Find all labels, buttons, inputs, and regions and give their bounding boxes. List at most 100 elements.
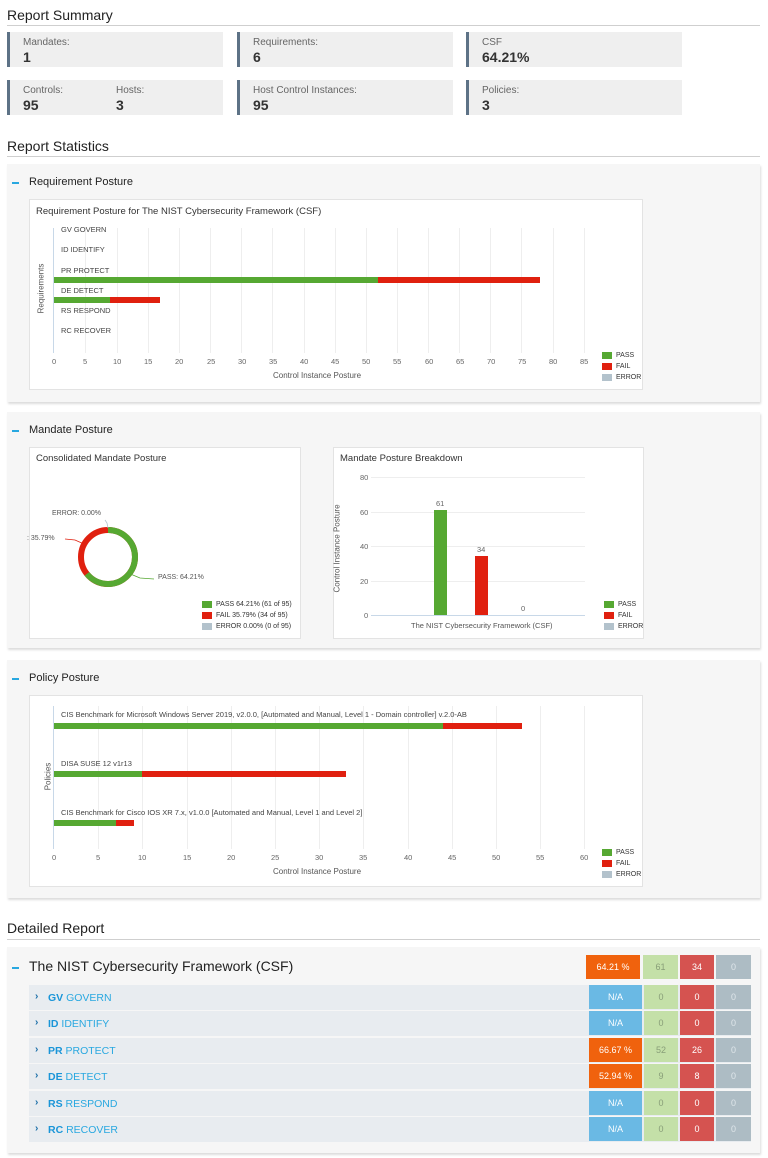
report-summary-heading: Report Summary: [7, 7, 113, 23]
category-label: GV GOVERN: [61, 225, 107, 234]
bar-policy-2-fail[interactable]: [142, 771, 346, 777]
consolidated-mandate-chart: Consolidated Mandate Posture ERROR: 0.00…: [27, 447, 302, 640]
legend-fail[interactable]: FAIL: [618, 612, 633, 619]
bar-protect-fail[interactable]: [378, 277, 540, 283]
collapse-minus-icon[interactable]: [12, 182, 19, 184]
detailed-report-heading: Detailed Report: [7, 920, 105, 936]
policy-label: DISA SUSE 12 v1r13: [61, 759, 132, 768]
controls-label: Controls:: [23, 85, 64, 96]
csf-label: CSF: [482, 37, 502, 48]
collapse-minus-icon[interactable]: [12, 430, 19, 432]
chart-title: Consolidated Mandate Posture: [36, 453, 167, 464]
chart-title: Mandate Posture Breakdown: [340, 453, 463, 464]
category-label: ID IDENTIFY: [61, 245, 105, 254]
legend-error[interactable]: ERROR: [616, 871, 642, 878]
chevron-right-icon[interactable]: ›: [35, 1123, 39, 1134]
legend-pass[interactable]: PASS: [616, 849, 635, 856]
policy-posture-chart: Policies CIS Benchmark for Microsoft Win…: [29, 695, 643, 887]
bar-detect-pass[interactable]: [54, 297, 110, 303]
annotation-error: ERROR: 0.00%: [52, 510, 102, 517]
requirements-label: Requirements:: [253, 37, 319, 48]
mandates-label: Mandates:: [23, 37, 70, 48]
y-axis-label: Policies: [43, 762, 53, 791]
mandate-title[interactable]: The NIST Cybersecurity Framework (CSF): [29, 958, 294, 974]
divider: [7, 156, 760, 157]
policy-label: CIS Benchmark for Cisco IOS XR 7.x, v1.0…: [61, 808, 363, 817]
legend-error[interactable]: ERROR: [618, 623, 644, 630]
policies-value: 3: [482, 97, 490, 113]
category-label: RS RESPOND: [61, 306, 111, 315]
x-axis-label: Control Instance Posture: [273, 371, 362, 380]
legend-fail[interactable]: FAIL: [616, 363, 631, 370]
requirement-row-recover[interactable]: › RC RECOVER N/A 0 0 0: [29, 1117, 751, 1142]
policies-card: Policies: 3: [466, 80, 682, 115]
category-label: DE DETECT: [61, 286, 104, 295]
mandates-value: 1: [23, 49, 31, 65]
policy-posture-title[interactable]: Policy Posture: [29, 672, 100, 684]
policies-label: Policies:: [482, 85, 520, 96]
x-axis-label: Control Instance Posture: [273, 867, 362, 876]
bar-policy-3-fail[interactable]: [116, 820, 134, 826]
legend-pass[interactable]: PASS: [618, 601, 637, 608]
y-axis-label: Requirements: [36, 263, 46, 314]
controls-hosts-card: Controls: 95 Hosts: 3: [7, 80, 223, 115]
legend-fail[interactable]: FAIL: [616, 860, 631, 867]
y-axis-label: Control Instance Posture: [332, 504, 342, 593]
bar-pass[interactable]: [434, 510, 447, 615]
category-label: PR PROTECT: [61, 266, 110, 275]
requirement-posture-title[interactable]: Requirement Posture: [29, 176, 133, 188]
collapse-minus-icon[interactable]: [12, 678, 19, 680]
donut-chart[interactable]: [30, 448, 302, 640]
hosts-label: Hosts:: [116, 85, 145, 96]
chevron-right-icon[interactable]: ›: [35, 1017, 39, 1028]
host-control-instances-card: Host Control Instances: 95: [237, 80, 453, 115]
requirement-row-protect[interactable]: › PR PROTECT 66.67 % 52 26 0: [29, 1038, 751, 1063]
mandates-card: Mandates: 1: [7, 32, 223, 67]
category-label: RC RECOVER: [61, 326, 112, 335]
controls-value: 95: [23, 97, 39, 113]
annotation-fail: : 35.79%: [27, 535, 55, 542]
annotation-pass: PASS: 64.21%: [158, 574, 204, 581]
mandate-fail-cell: 34: [680, 955, 714, 979]
requirements-value: 6: [253, 49, 261, 65]
mandate-posture-title[interactable]: Mandate Posture: [29, 424, 113, 436]
host-control-instances-value: 95: [253, 97, 269, 113]
legend-error[interactable]: ERROR 0.00% (0 of 95): [216, 623, 292, 630]
requirement-row-govern[interactable]: › GV GOVERN N/A 0 0 0: [29, 985, 751, 1010]
csf-value: 64.21%: [482, 49, 530, 65]
chevron-right-icon[interactable]: ›: [35, 1044, 39, 1055]
bar-policy-2-pass[interactable]: [54, 771, 142, 777]
chevron-right-icon[interactable]: ›: [35, 1070, 39, 1081]
mandate-pct-cell: 64.21 %: [586, 955, 640, 979]
requirement-row-detect[interactable]: › DE DETECT 52.94 % 9 8 0: [29, 1064, 751, 1089]
policy-label: CIS Benchmark for Microsoft Windows Serv…: [61, 710, 467, 719]
legend-pass[interactable]: PASS: [616, 352, 635, 359]
legend-error[interactable]: ERROR: [616, 374, 642, 381]
hosts-value: 3: [116, 97, 124, 113]
csf-card: CSF 64.21%: [466, 32, 682, 67]
host-control-instances-label: Host Control Instances:: [253, 85, 357, 96]
chevron-right-icon[interactable]: ›: [35, 991, 39, 1002]
mandate-breakdown-chart: Mandate Posture Breakdown 80 60 40 20 0 …: [333, 447, 644, 639]
collapse-minus-icon[interactable]: [12, 967, 19, 969]
chart-title: Requirement Posture for The NIST Cyberse…: [36, 206, 322, 217]
bar-policy-1-fail[interactable]: [443, 723, 522, 729]
chevron-right-icon[interactable]: ›: [35, 1097, 39, 1108]
mandate-pass-cell: 61: [643, 955, 678, 979]
divider: [7, 25, 760, 26]
mandate-error-cell: 0: [716, 955, 751, 979]
requirement-posture-chart: Requirement Posture for The NIST Cyberse…: [29, 199, 643, 390]
divider: [7, 939, 760, 940]
requirement-row-identify[interactable]: › ID IDENTIFY N/A 0 0 0: [29, 1011, 751, 1036]
bar-detect-fail[interactable]: [110, 297, 160, 303]
requirements-card: Requirements: 6: [237, 32, 453, 67]
bar-policy-1-pass[interactable]: [54, 723, 443, 729]
x-category-label: The NIST Cybersecurity Framework (CSF): [411, 621, 553, 630]
bar-fail[interactable]: [475, 556, 488, 615]
requirement-row-respond[interactable]: › RS RESPOND N/A 0 0 0: [29, 1091, 751, 1116]
bar-protect-pass[interactable]: [54, 277, 378, 283]
bar-policy-3-pass[interactable]: [54, 820, 116, 826]
legend-pass[interactable]: PASS 64.21% (61 of 95): [216, 601, 292, 608]
legend-fail[interactable]: FAIL 35.79% (34 of 95): [216, 612, 288, 619]
report-statistics-heading: Report Statistics: [7, 138, 109, 154]
